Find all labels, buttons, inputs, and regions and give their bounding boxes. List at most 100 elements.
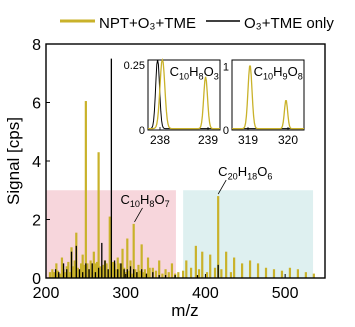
background-bar bbox=[54, 269, 57, 278]
inset-x-tick-label: 238 bbox=[150, 133, 170, 147]
npt-bar bbox=[48, 272, 52, 278]
background-bar bbox=[75, 245, 77, 278]
npt-bar bbox=[194, 245, 197, 278]
x-tick-label: 200 bbox=[33, 285, 60, 302]
npt-bar bbox=[167, 272, 170, 278]
npt-bar bbox=[233, 257, 236, 278]
npt-bar bbox=[132, 223, 135, 278]
npt-bar bbox=[99, 266, 102, 278]
background-bar bbox=[196, 275, 199, 278]
legend-label-background: O₃+TME only bbox=[244, 15, 334, 32]
npt-bar bbox=[312, 273, 315, 278]
background-bar bbox=[107, 269, 109, 278]
npt-bar bbox=[248, 260, 252, 278]
npt-bar bbox=[130, 273, 134, 278]
npt-bar bbox=[146, 257, 150, 278]
npt-bar bbox=[68, 272, 72, 278]
inset-x-tick-label: 239 bbox=[198, 133, 218, 147]
x-tick-label: 400 bbox=[192, 285, 219, 302]
inset-y-tick-label: 1 bbox=[223, 61, 229, 73]
background-bar bbox=[88, 269, 90, 278]
npt-bar bbox=[217, 196, 220, 278]
npt-bar bbox=[209, 254, 212, 278]
background-bar bbox=[123, 269, 125, 278]
npt-bar bbox=[205, 272, 209, 278]
npt-bar bbox=[86, 263, 89, 278]
inset-y-tick-label: 0.25 bbox=[124, 60, 145, 72]
npt-bar bbox=[55, 263, 58, 278]
inset-formula-label: C10H8O3 bbox=[170, 64, 219, 81]
npt-bar bbox=[127, 270, 131, 278]
npt-bar bbox=[102, 264, 105, 278]
x-axis-ticks: 200 300 400 500 bbox=[33, 274, 299, 302]
background-bar bbox=[113, 260, 116, 278]
npt-bar bbox=[143, 269, 146, 278]
npt-bar bbox=[83, 264, 86, 278]
background-bar bbox=[145, 273, 148, 278]
background-series-bars bbox=[54, 58, 219, 278]
y-tick-label: 8 bbox=[32, 37, 41, 54]
background-bar bbox=[110, 58, 113, 278]
npt-bar bbox=[272, 269, 276, 278]
npt-bar bbox=[140, 244, 143, 278]
peak-annotation-2: C20H18O6 bbox=[218, 164, 272, 181]
inset-formula-label: C10H9O8 bbox=[254, 64, 303, 81]
npt-bar bbox=[161, 273, 164, 278]
npt-bar bbox=[79, 263, 83, 278]
peak-annotations: C10H8O7 C20H18O6 bbox=[120, 164, 272, 223]
npt-bar bbox=[52, 272, 56, 278]
npt-bar bbox=[148, 267, 151, 278]
npt-bar bbox=[51, 269, 54, 278]
npt-bar bbox=[201, 251, 204, 278]
background-bar bbox=[133, 269, 135, 278]
npt-bar bbox=[220, 269, 223, 278]
npt-bar bbox=[213, 267, 217, 278]
background-bar bbox=[66, 269, 68, 278]
background-bar bbox=[97, 267, 100, 278]
npt-bar bbox=[118, 263, 121, 278]
npt-bar bbox=[182, 270, 185, 278]
background-bar bbox=[126, 269, 128, 278]
shaded-region-2 bbox=[183, 190, 314, 278]
npt-bar bbox=[56, 270, 60, 278]
background-bar bbox=[217, 264, 219, 278]
y-tick-label: 0 bbox=[32, 271, 41, 288]
x-tick-label: 300 bbox=[112, 285, 139, 302]
npt-bar bbox=[137, 264, 140, 278]
npt-bar bbox=[97, 152, 100, 278]
npt-bar bbox=[197, 269, 201, 278]
npt-bar bbox=[229, 272, 233, 278]
npt-bar bbox=[64, 272, 67, 278]
insets: 0 0.25 238 239 C10H8O3 0 1 319 320 C10H9O8 bbox=[124, 57, 305, 147]
inset-npt-trace bbox=[232, 65, 304, 130]
background-bar bbox=[78, 269, 81, 278]
npt-bar bbox=[142, 272, 145, 278]
npt-bar bbox=[81, 254, 84, 278]
background-bar bbox=[117, 269, 119, 278]
inset-frame bbox=[231, 59, 305, 131]
inset-y-tick-label: 0 bbox=[139, 125, 145, 137]
y-axis-ticks: 0 2 4 6 8 bbox=[32, 37, 50, 288]
npt-bar bbox=[134, 269, 137, 278]
npt-bar bbox=[170, 263, 174, 278]
npt-bar bbox=[105, 263, 108, 278]
background-bar bbox=[94, 272, 97, 278]
npt-bar bbox=[76, 267, 79, 278]
inset-y-tick-label: 0 bbox=[223, 125, 229, 137]
legend: NPT+O₃+TME O₃+TME only bbox=[60, 15, 334, 32]
annotation-leader bbox=[217, 179, 227, 195]
npt-bar bbox=[67, 261, 70, 278]
npt-bar bbox=[95, 261, 99, 278]
npt-bar bbox=[185, 260, 188, 278]
npt-bar bbox=[73, 260, 76, 278]
background-bar bbox=[152, 272, 154, 278]
inset-2: 0 1 319 320 C10H9O8 bbox=[223, 59, 305, 147]
inset-x-tick-label: 320 bbox=[278, 133, 298, 147]
legend-label-npt: NPT+O₃+TME bbox=[99, 15, 196, 32]
npt-bar bbox=[121, 248, 124, 278]
inset-npt-trace bbox=[148, 57, 220, 130]
npt-bar bbox=[154, 270, 158, 278]
npt-bar bbox=[84, 101, 87, 278]
npt-bar bbox=[94, 263, 97, 278]
